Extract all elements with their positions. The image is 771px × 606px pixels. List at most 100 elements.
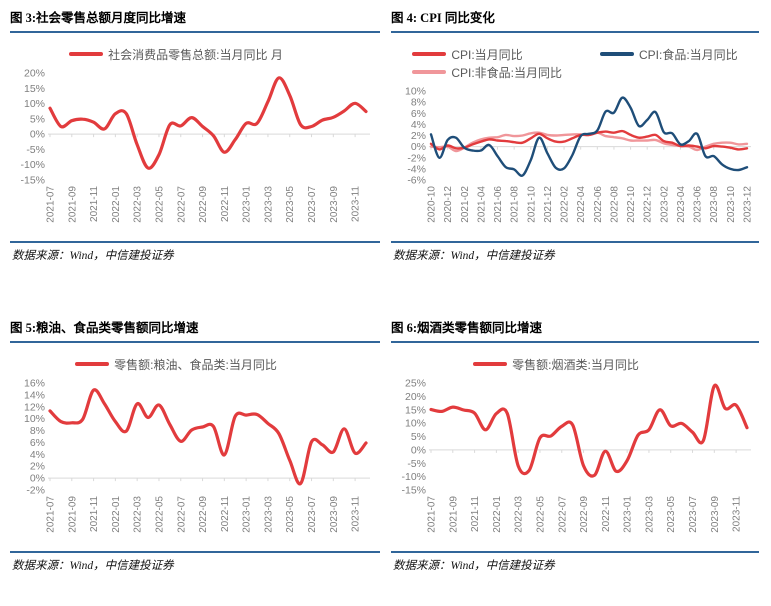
x-axis-label: 2023-05 bbox=[285, 496, 296, 533]
y-axis-label: 12% bbox=[24, 401, 45, 413]
x-axis-label: 2022-11 bbox=[220, 496, 231, 532]
x-axis-label: 2021-02 bbox=[460, 186, 471, 223]
source-divider bbox=[10, 241, 380, 243]
x-axis-label: 2021-11 bbox=[89, 186, 100, 222]
y-axis-label: 15% bbox=[405, 404, 426, 416]
legend-label: CPI:当月同比 bbox=[451, 47, 523, 62]
legend-line-swatch bbox=[412, 52, 447, 56]
x-axis-label: 2022-07 bbox=[176, 186, 187, 223]
x-axis-label: 2021-04 bbox=[476, 186, 487, 223]
legend-item: 零售额:粮油、食品类:当月同比 bbox=[75, 355, 277, 373]
y-axis-label: -10% bbox=[20, 159, 45, 171]
x-axis-label: 2022-05 bbox=[535, 496, 546, 533]
y-axis-label: 20% bbox=[24, 68, 45, 80]
series-line bbox=[429, 383, 749, 478]
y-axis-label: -15% bbox=[20, 175, 45, 187]
y-axis-label: -6% bbox=[407, 175, 426, 187]
x-axis-label: 2022-02 bbox=[560, 186, 571, 223]
x-axis-label: 2023-08 bbox=[709, 186, 720, 223]
figure-4-line-chart: 10%8%6%4%2%0%-2%-4%-6%2020-10 2020-12 2021… bbox=[405, 86, 754, 223]
x-axis-label: 2023-01 bbox=[242, 496, 253, 533]
figure-5-panel: 图 5:粮油、食品类零售额同比增速 零售额:粮油、食品类:当月同比 16% 14%… bbox=[0, 303, 386, 606]
x-axis-label: 2023-02 bbox=[659, 186, 670, 223]
title-divider bbox=[391, 31, 759, 33]
x-axis-label: 2023-07 bbox=[688, 496, 699, 533]
figure-4-panel: 图 4: CPI 同比变化 CPI:当月同比 CPI:食品:当月同比 CPI:非食品… bbox=[386, 0, 771, 303]
x-axis-label: 2023-03 bbox=[644, 496, 655, 533]
title-divider bbox=[391, 341, 759, 343]
legend-item: CPI:非食品:当月同比 bbox=[412, 63, 562, 81]
y-axis-label: 2% bbox=[30, 461, 45, 473]
y-axis-label: 6% bbox=[30, 437, 45, 449]
legend-item: CPI:食品:当月同比 bbox=[600, 45, 738, 63]
x-axis-label: 2023-12 bbox=[743, 186, 754, 223]
y-axis-label: -5% bbox=[26, 144, 45, 156]
legend-item: 零售额:烟酒类:当月同比 bbox=[473, 355, 639, 373]
figure-4-legend: CPI:当月同比 CPI:食品:当月同比 CPI:非食品:当月同比 bbox=[391, 45, 759, 81]
source-divider bbox=[10, 551, 380, 553]
y-axis-label: -4% bbox=[407, 163, 426, 175]
y-axis-label: 0% bbox=[411, 141, 426, 153]
x-axis-label: 2022-10 bbox=[626, 186, 637, 223]
x-axis-label: 2023-03 bbox=[263, 496, 274, 533]
legend-label: 零售额:烟酒类:当月同比 bbox=[512, 357, 639, 372]
x-axis-label: 2023-09 bbox=[329, 496, 340, 533]
x-axis-label: 2022-11 bbox=[220, 186, 231, 222]
x-axis-label: 2021-11 bbox=[89, 496, 100, 532]
source-note: 数据来源：Wind，中信建投证券 bbox=[393, 250, 555, 262]
x-axis-label: 2023-04 bbox=[676, 186, 687, 223]
x-axis-label: 2023-11 bbox=[351, 186, 362, 222]
legend-line-swatch bbox=[473, 362, 508, 366]
figure-5-line-chart: 16%14%12%10%8%6%4%2%0%-2%2021-07 2021-09 2… bbox=[24, 378, 370, 533]
y-axis-label: 16% bbox=[24, 378, 45, 390]
y-axis-label: 8% bbox=[411, 97, 426, 109]
source-divider bbox=[391, 241, 759, 243]
x-axis-label: 2021-08 bbox=[510, 186, 521, 223]
y-axis-label: 0% bbox=[411, 444, 426, 456]
x-axis-label: 2022-07 bbox=[176, 496, 187, 533]
legend-label: 零售额:粮油、食品类:当月同比 bbox=[114, 357, 277, 372]
x-axis-label: 2022-08 bbox=[609, 186, 620, 223]
y-axis-label: -15% bbox=[401, 485, 426, 497]
legend-label: CPI:食品:当月同比 bbox=[639, 47, 738, 62]
x-axis-label: 2023-06 bbox=[693, 186, 704, 223]
legend-line-swatch bbox=[69, 52, 104, 56]
x-axis-label: 2023-09 bbox=[710, 496, 721, 533]
x-axis-label: 2022-04 bbox=[576, 186, 587, 223]
x-axis-label: 2021-06 bbox=[493, 186, 504, 223]
legend-label: 社会消费品零售总额:当月同比 月 bbox=[108, 47, 283, 62]
y-axis-label: 6% bbox=[411, 108, 426, 120]
legend-line-swatch bbox=[412, 70, 447, 74]
y-axis-label: 5% bbox=[30, 113, 45, 125]
x-axis-label: 2022-01 bbox=[111, 496, 122, 533]
source-note: 数据来源：Wind，中信建投证券 bbox=[393, 560, 555, 572]
x-axis-label: 2023-07 bbox=[307, 186, 318, 223]
y-axis-label: 10% bbox=[24, 413, 45, 425]
y-axis-label: 10% bbox=[405, 418, 426, 430]
x-axis-label: 2021-09 bbox=[67, 496, 78, 533]
y-axis-label: 5% bbox=[411, 431, 426, 443]
source-divider bbox=[391, 551, 759, 553]
x-axis-label: 2022-12 bbox=[643, 186, 654, 223]
x-axis-label: 2023-03 bbox=[263, 186, 274, 223]
x-axis-label: 2023-05 bbox=[666, 496, 677, 533]
x-axis-label: 2023-10 bbox=[726, 186, 737, 223]
x-axis-label: 2020-10 bbox=[427, 186, 438, 223]
x-axis-label: 2021-07 bbox=[46, 186, 57, 223]
y-axis-label: -5% bbox=[407, 458, 426, 470]
figure-3-title: 图 3:社会零售总额月度同比增速 bbox=[10, 11, 187, 25]
y-axis-label: 4% bbox=[411, 119, 426, 131]
y-axis-label: 20% bbox=[405, 391, 426, 403]
x-axis-label: 2021-10 bbox=[526, 186, 537, 223]
series-line bbox=[48, 76, 368, 170]
series-line bbox=[48, 388, 368, 486]
y-axis-label: 4% bbox=[30, 449, 45, 461]
source-note: 数据来源：Wind，中信建投证券 bbox=[12, 250, 174, 262]
y-axis-label: 10% bbox=[405, 86, 426, 98]
figure-3-line-chart: 20% 15% 10% 5% 0% -5% -10% -15%2021-07 2021-09 20… bbox=[20, 68, 370, 223]
figure-6-title: 图 6:烟酒类零售额同比增速 bbox=[391, 321, 543, 335]
x-axis-label: 2022-09 bbox=[198, 186, 209, 223]
title-divider bbox=[10, 341, 380, 343]
x-axis-label: 2021-07 bbox=[427, 496, 438, 533]
legend-line-swatch bbox=[75, 362, 110, 366]
